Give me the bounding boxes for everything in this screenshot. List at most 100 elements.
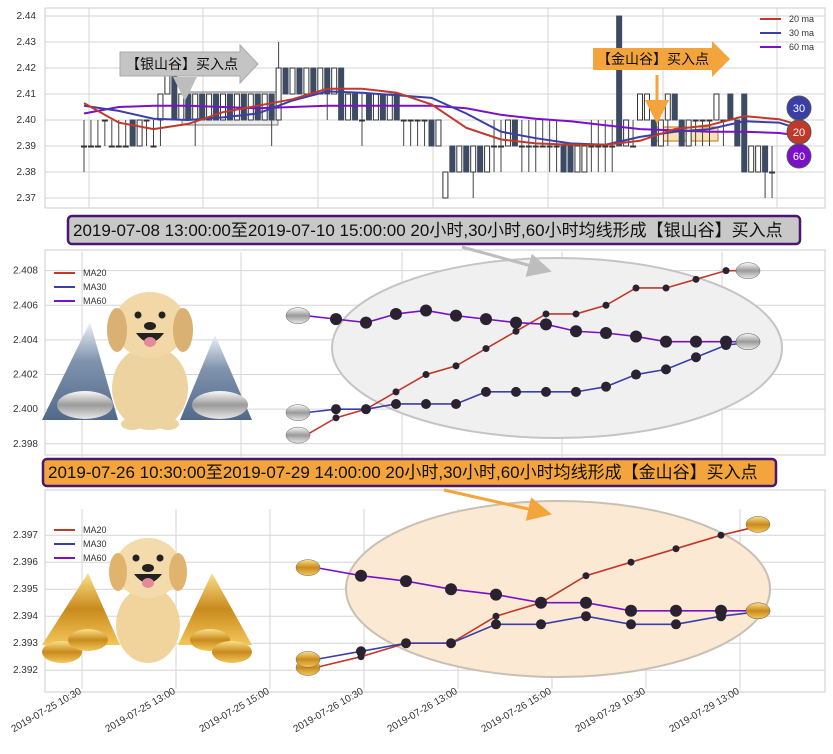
candle: [81, 120, 87, 172]
gold-valley-chart: 2.392 2.393 2.394 2.395 2.396 2.397 2019-07-2…: [10, 457, 826, 735]
y-tick-label: 2.392: [13, 665, 38, 676]
candle-body-down: [310, 67, 317, 95]
x-tick-label: 2019-07-26 13:00: [386, 686, 460, 735]
gold-highlight-ellipse: [345, 500, 771, 678]
candle-body-up: [136, 119, 143, 147]
candle-body-up: [706, 119, 713, 122]
candle: [713, 93, 720, 121]
silver-ingot-icon: [735, 262, 761, 279]
candle: [692, 119, 699, 146]
ma60-point: [720, 335, 732, 348]
candle: [498, 120, 504, 172]
ma30-point: [511, 386, 521, 397]
mid-chart-title: 2019-07-08 13:00:00至2019-07-10 15:00:00 …: [73, 221, 783, 240]
candle-body-down: [185, 93, 192, 121]
ma60-point: [690, 335, 702, 348]
gold-ingot-icon: [745, 602, 771, 620]
ma20-point: [492, 612, 500, 620]
ma-badges: 30 20 60: [786, 95, 812, 169]
ma30-point: [391, 398, 401, 409]
candle: [567, 145, 574, 173]
candle: [762, 145, 769, 198]
candle: [671, 93, 678, 121]
ma-badge-label: 60: [793, 151, 805, 163]
candle: [157, 93, 164, 146]
y-tick-label: 2.408: [13, 266, 38, 277]
candle-body-up: [484, 145, 491, 173]
y-tick-label: 2.406: [13, 300, 38, 311]
candle-body-up: [372, 93, 379, 121]
ma30-point: [661, 364, 671, 375]
candle: [727, 93, 734, 121]
ma20-point: [692, 275, 700, 283]
candle: [359, 94, 365, 146]
candle-body-up: [157, 93, 164, 121]
candle-body-down: [365, 93, 372, 121]
candle: [185, 93, 192, 121]
candle-body-up: [108, 145, 115, 148]
candle-body-up: [755, 145, 762, 173]
candle-body-up: [275, 67, 282, 121]
candle: [414, 119, 421, 146]
candle-body-up: [143, 119, 150, 122]
candle: [637, 93, 643, 121]
y-tick-label: 2.41: [17, 89, 37, 100]
candle-body-up: [345, 93, 352, 121]
candle: [101, 119, 108, 146]
candle-body-up: [498, 145, 504, 148]
candle-body-up: [588, 145, 595, 148]
candle: [352, 93, 359, 121]
ma60-point: [540, 318, 552, 331]
candle-body-up: [414, 119, 421, 122]
ma30-point: [451, 398, 461, 409]
candle-body-down: [567, 145, 574, 173]
ma20-point: [582, 572, 590, 580]
ma30-point: [491, 619, 501, 630]
y-tick-label: 2.397: [13, 530, 38, 541]
candle: [741, 93, 748, 173]
y-tick-label: 2.402: [13, 370, 38, 381]
silver-title-box: [66, 214, 802, 246]
candle: [136, 119, 143, 147]
gold-ingot-icon: [68, 629, 108, 651]
candle: [303, 67, 310, 95]
candle: [178, 93, 185, 121]
candle-body-up: [94, 145, 101, 148]
candle: [87, 120, 94, 148]
bot-x-axis: 2019-07-25 10:30 2019-07-25 13:00 2019-07-…: [10, 686, 742, 735]
candle: [581, 145, 588, 173]
candle-body-down: [762, 145, 769, 173]
candle-body-up: [289, 67, 296, 95]
legend-label: 30 ma: [789, 28, 814, 38]
candle: [616, 15, 623, 147]
candle: [338, 67, 345, 121]
ma30-line: [305, 340, 757, 414]
candle-body-down: [324, 67, 331, 95]
candle: [769, 146, 776, 198]
candle: [678, 119, 685, 147]
ma30-point: [481, 386, 491, 397]
candle-body-up: [595, 145, 602, 148]
candle: [400, 119, 407, 146]
candle-body-up: [630, 145, 637, 148]
ma20-point: [627, 558, 635, 566]
silver-highlight-ellipse: [331, 257, 783, 439]
candle: [115, 120, 122, 148]
ma30-point: [536, 619, 546, 630]
ma20-point: [632, 284, 640, 292]
candle: [150, 120, 157, 148]
ma20-line: [83, 87, 801, 146]
legend-label: MA20: [83, 268, 107, 278]
candle-body-down: [129, 119, 136, 147]
ma60-point: [670, 604, 682, 617]
ma30-point: [331, 404, 341, 415]
gold-pyramid-icon: [42, 573, 120, 645]
candle-body-down: [338, 67, 345, 121]
legend-label: MA20: [83, 525, 107, 535]
candle-body-up: [699, 119, 706, 122]
candle-body-up: [713, 93, 720, 121]
ma60-point: [450, 309, 462, 322]
ma60-series: [285, 304, 761, 350]
candle: [324, 67, 331, 120]
